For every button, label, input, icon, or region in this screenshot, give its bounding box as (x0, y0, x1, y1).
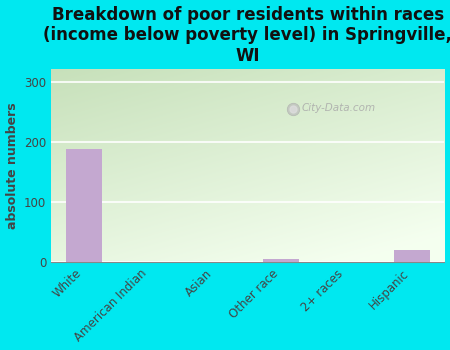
Bar (263, 259, 299, 262)
Text: City-Data.com: City-Data.com (301, 103, 375, 113)
Y-axis label: absolute numbers: absolute numbers (5, 103, 18, 229)
Bar (394, 250, 430, 262)
Bar (66, 149, 102, 262)
Title: Breakdown of poor residents within races
(income below poverty level) in Springv: Breakdown of poor residents within races… (43, 6, 450, 65)
